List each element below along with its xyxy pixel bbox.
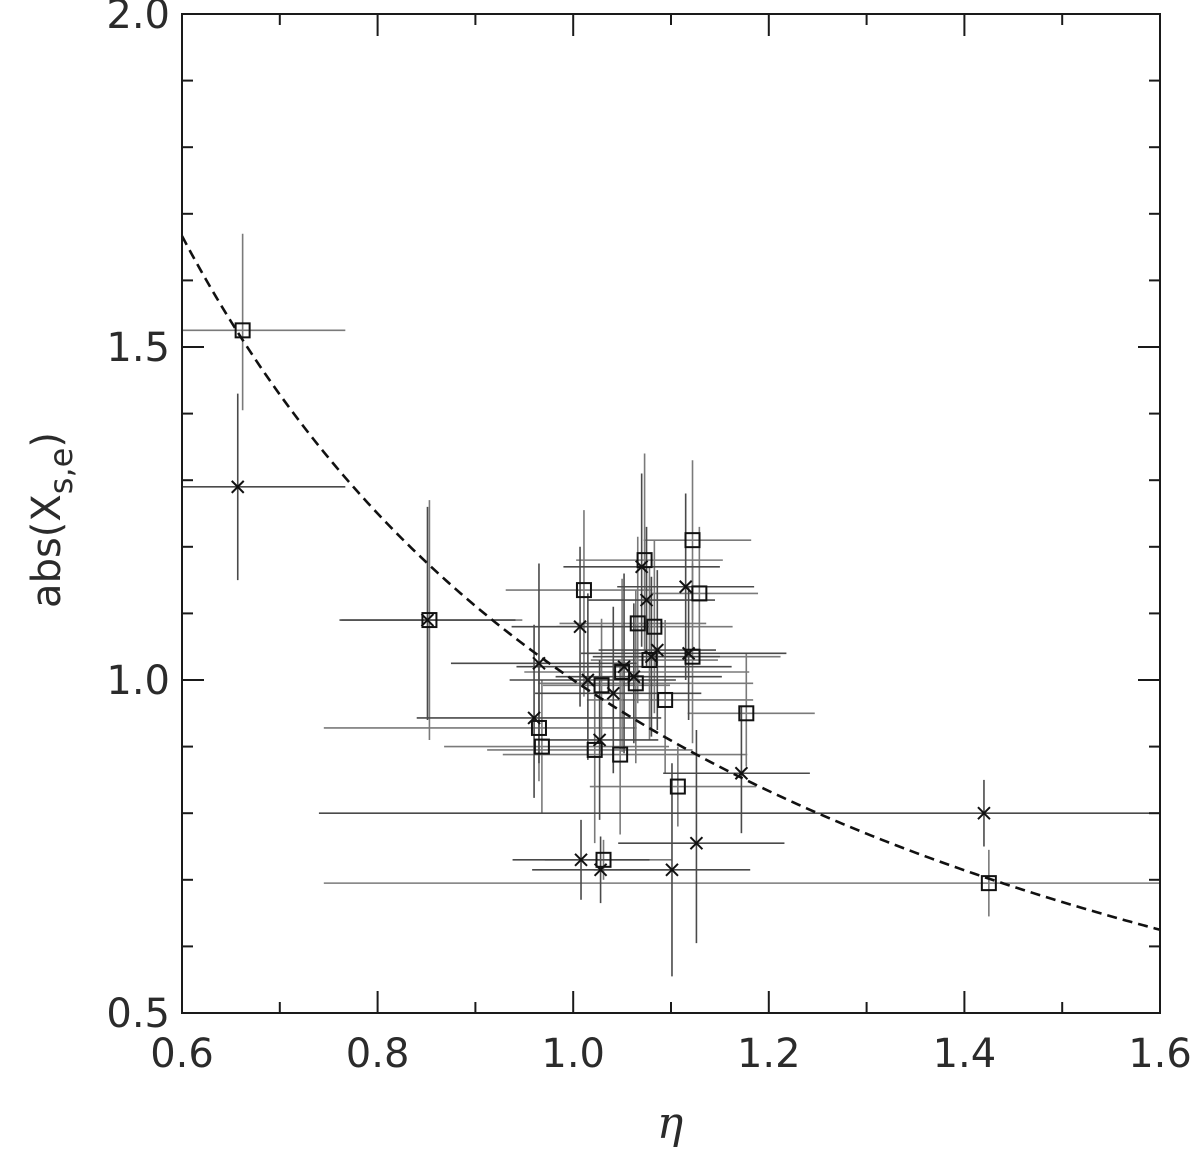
- x-tick-label: 1.6: [1128, 1031, 1192, 1077]
- square-marker: [669, 778, 686, 795]
- x-axis-title: η: [657, 1098, 683, 1149]
- x-marker: [689, 836, 704, 850]
- y-tick-label: 1.0: [106, 658, 170, 704]
- y-tick-label: 0.5: [106, 991, 170, 1037]
- x-marker: [592, 733, 607, 747]
- y-tick-label: 2.0: [106, 0, 170, 38]
- square-marker: [421, 612, 438, 629]
- x-marker-stroke: [593, 863, 608, 877]
- x-marker-stroke: [231, 480, 245, 494]
- fit-curve: [180, 235, 1161, 932]
- x-marker: [977, 806, 991, 820]
- square-marker: [636, 552, 653, 569]
- x-marker: [627, 669, 641, 684]
- square-marker: [646, 618, 663, 635]
- x-marker: [527, 711, 541, 725]
- x-marker-stroke: [689, 836, 704, 850]
- x-marker-stroke: [532, 656, 546, 671]
- y-tick-label: 1.5: [106, 325, 170, 371]
- x-marker-stroke: [734, 766, 749, 780]
- x-marker-stroke: [573, 620, 587, 634]
- y-axis-title-main: abs(X: [24, 494, 70, 608]
- square-marker: [627, 675, 644, 692]
- square-marker: [586, 741, 603, 758]
- x-marker-stroke: [634, 560, 649, 574]
- square-marker: [612, 746, 629, 763]
- x-marker-stroke: [681, 646, 696, 661]
- square-marker: [657, 691, 674, 708]
- square-marker: [980, 875, 997, 892]
- x-marker-stroke: [678, 580, 693, 594]
- x-marker: [681, 646, 696, 661]
- x-marker: [573, 620, 587, 634]
- x-marker-stroke: [617, 659, 631, 674]
- x-tick-label: 1.0: [541, 1031, 605, 1077]
- square-marker: [629, 615, 646, 632]
- y-axis-title: abs(Xs,e): [24, 432, 80, 608]
- x-marker: [634, 560, 649, 574]
- x-marker-stroke: [574, 853, 588, 867]
- x-marker: [574, 853, 588, 867]
- x-marker-stroke: [665, 863, 679, 877]
- x-tick-label: 0.6: [150, 1031, 214, 1077]
- x-marker: [581, 673, 595, 687]
- plot-frame: [181, 13, 1161, 1014]
- x-marker: [734, 766, 749, 780]
- x-marker-stroke: [977, 806, 991, 820]
- x-marker-stroke: [650, 643, 665, 657]
- y-axis-title-subscript: s,e: [42, 448, 80, 495]
- square-marker: [533, 738, 550, 755]
- y-axis-title-close: ): [24, 432, 70, 448]
- error-bars: [182, 233, 1160, 977]
- square-marker: [691, 585, 708, 602]
- fit-curve-layer: [180, 235, 1161, 932]
- x-marker: [650, 643, 665, 657]
- square-marker: [530, 719, 547, 736]
- x-marker: [420, 613, 435, 627]
- x-marker: [593, 863, 608, 877]
- square-marker: [738, 705, 755, 722]
- x-marker: [606, 686, 621, 701]
- x-marker-stroke: [420, 613, 435, 627]
- x-marker-stroke: [592, 733, 607, 747]
- x-tick-label: 1.2: [737, 1031, 801, 1077]
- square-marker: [684, 532, 701, 549]
- x-tick-labels: 0.6 0.8 1.0 1.2 1.4 1.6: [150, 1031, 1192, 1077]
- x-marker-stroke: [527, 711, 541, 725]
- x-marker-stroke: [606, 686, 621, 701]
- axis-ticks: [181, 13, 1161, 1014]
- x-marker: [639, 593, 654, 607]
- x-marker: [678, 580, 693, 594]
- y-tick-labels: 0.5 1.0 1.5 2.0: [106, 0, 170, 1037]
- square-marker: [641, 652, 658, 669]
- x-marker: [532, 656, 546, 671]
- square-marker: [593, 677, 610, 694]
- x-tick-label: 0.8: [346, 1031, 410, 1077]
- square-marker: [575, 582, 592, 599]
- x-marker-stroke: [581, 673, 595, 687]
- x-tick-label: 1.4: [933, 1031, 997, 1077]
- data-markers: [231, 322, 997, 892]
- x-marker: [665, 863, 679, 877]
- x-marker: [231, 480, 245, 494]
- x-marker-stroke: [639, 593, 654, 607]
- x-marker-stroke: [627, 669, 641, 684]
- square-marker: [234, 322, 251, 339]
